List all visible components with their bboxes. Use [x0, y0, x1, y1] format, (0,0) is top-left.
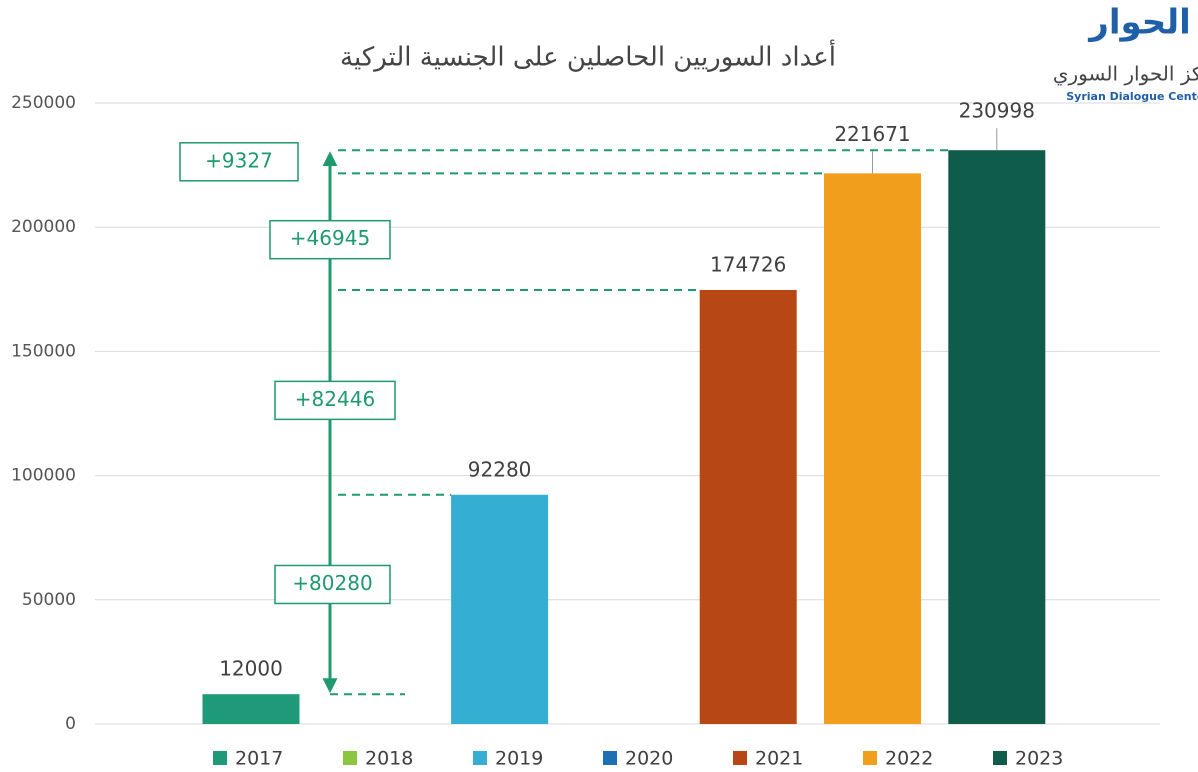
- annotation-box: [274, 564, 391, 605]
- legend-swatch: [863, 751, 877, 765]
- data-label: 92280: [468, 457, 532, 481]
- bar: [451, 494, 549, 724]
- logo-name: مركز الحوار السوري: [1053, 62, 1198, 87]
- annotation: +9327: [205, 148, 273, 172]
- chart-title: أعداد السوريين الحاصلين على الجنسية التر…: [340, 39, 836, 73]
- y-tick-label: 50000: [22, 590, 76, 610]
- legend-swatch: [343, 751, 357, 765]
- bar: [948, 150, 1046, 724]
- legend-label: 2018: [365, 748, 413, 770]
- y-tick-label: 200000: [11, 217, 76, 237]
- y-tick-label: 100000: [11, 466, 76, 486]
- annotation: +82446: [295, 387, 375, 411]
- y-tick-label: 0: [65, 714, 76, 734]
- legend-swatch: [733, 751, 747, 765]
- legend-label: 2023: [1015, 748, 1063, 770]
- y-tick-label: 150000: [11, 341, 76, 361]
- y-tick-label: 250000: [11, 93, 76, 113]
- data-label: 230998: [959, 99, 1035, 123]
- annotation: +80280: [292, 571, 372, 595]
- logo-mark: الحوار: [1087, 3, 1190, 43]
- data-label: 12000: [219, 657, 283, 681]
- bar: [699, 289, 797, 724]
- bar: [824, 173, 921, 724]
- logo-name-en: Syrian Dialogue Center: [1066, 90, 1198, 103]
- annotation-box: [179, 142, 299, 182]
- legend-label: 2022: [885, 748, 933, 770]
- legend-label: 2020: [625, 748, 673, 770]
- legend-swatch: [473, 751, 487, 765]
- data-label: 221671: [834, 122, 910, 146]
- legend-label: 2019: [495, 748, 543, 770]
- legend-label: 2021: [755, 748, 803, 770]
- legend-label: 2017: [235, 748, 283, 770]
- annotation-box: [274, 380, 396, 421]
- annotation-box: [269, 219, 391, 260]
- data-label: 174726: [710, 252, 786, 276]
- legend-swatch: [993, 751, 1007, 765]
- legend-swatch: [213, 751, 227, 765]
- annotation: +46945: [290, 226, 370, 250]
- legend-swatch: [603, 751, 617, 765]
- bar: [202, 694, 300, 724]
